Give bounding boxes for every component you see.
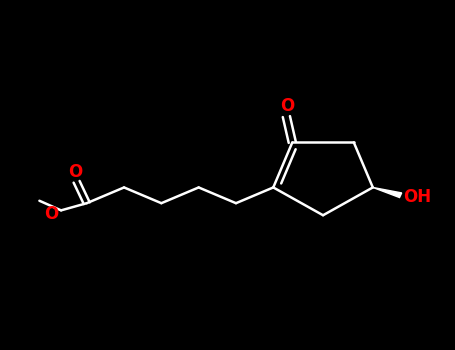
Text: OH: OH — [403, 188, 431, 206]
Text: O: O — [281, 97, 295, 115]
Polygon shape — [373, 188, 402, 197]
Text: O: O — [44, 205, 58, 223]
Text: O: O — [69, 163, 83, 181]
